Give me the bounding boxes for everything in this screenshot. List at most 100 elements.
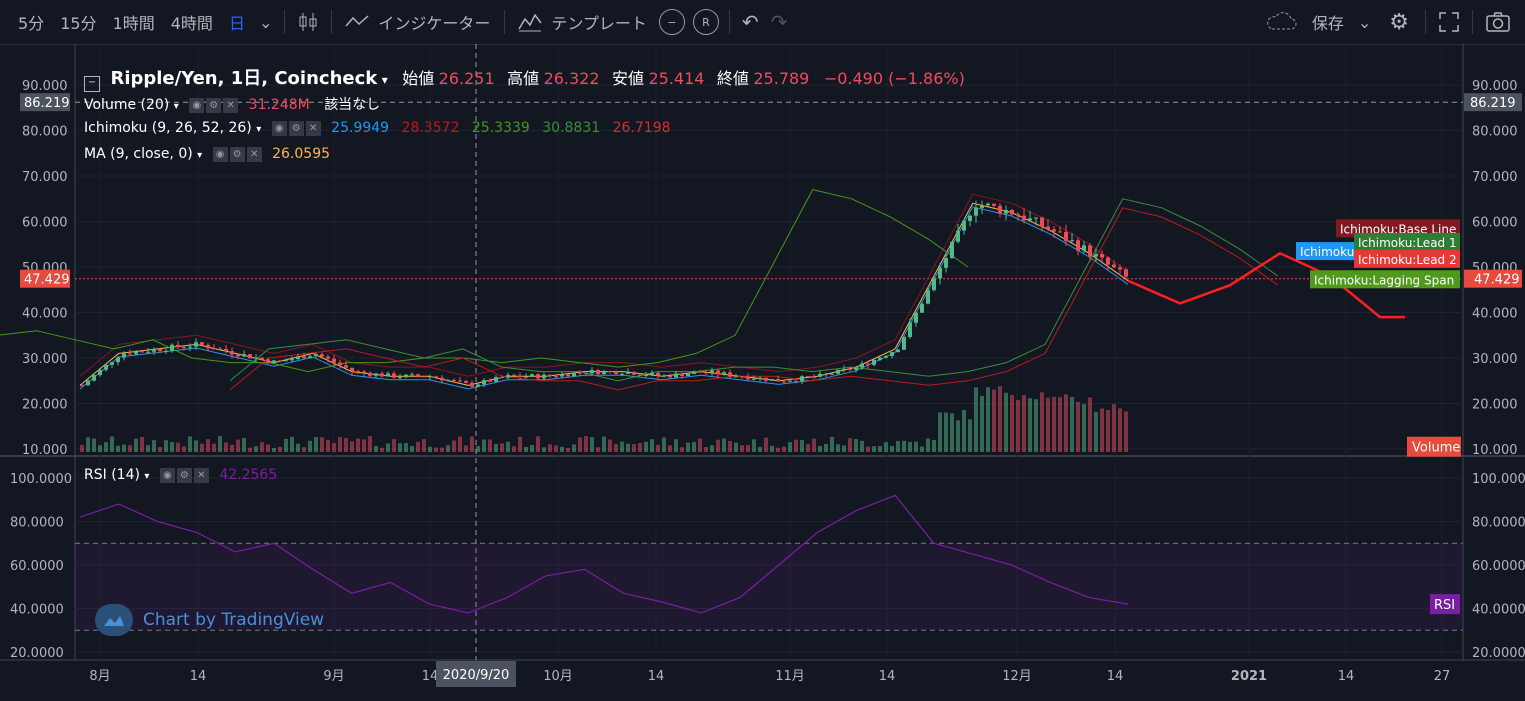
- candle-body: [560, 374, 564, 377]
- volume-bar: [962, 409, 966, 452]
- divider: [331, 10, 333, 34]
- rsi-name[interactable]: RSI (14): [84, 467, 140, 483]
- eye-icon[interactable]: ◉: [159, 467, 175, 483]
- volume-bar: [680, 447, 684, 452]
- cloud-icon[interactable]: [1258, 11, 1304, 33]
- chevron-down-icon[interactable]: ▾: [256, 124, 262, 135]
- eye-icon[interactable]: ◉: [271, 120, 287, 136]
- volume-bar: [248, 447, 252, 452]
- candle-body: [200, 342, 204, 345]
- volume-bar: [968, 419, 972, 452]
- candle-body: [176, 344, 180, 348]
- interval-1h[interactable]: 1時間: [112, 14, 155, 33]
- volume-bar: [806, 444, 810, 452]
- close-icon[interactable]: ✕: [223, 97, 239, 113]
- volume-bar: [716, 439, 720, 452]
- symbol-title[interactable]: Ripple/Yen, 1日, Coincheck: [110, 68, 378, 89]
- collapse-icon[interactable]: −: [84, 76, 100, 92]
- candle-body: [1046, 226, 1050, 230]
- candle-body: [188, 346, 192, 348]
- volume-bar: [182, 446, 186, 452]
- candle-body: [1094, 254, 1098, 257]
- volume-bar: [476, 446, 480, 452]
- candle-body: [260, 357, 264, 360]
- gear-icon[interactable]: ⚙: [206, 97, 222, 113]
- candle-body: [1058, 231, 1062, 233]
- interval-5m[interactable]: 5分: [18, 14, 45, 33]
- chevron-down-icon[interactable]: ▾: [197, 150, 203, 161]
- volume-bar: [458, 436, 462, 452]
- volume-bar: [494, 443, 498, 452]
- fullscreen-icon[interactable]: [1432, 11, 1466, 33]
- indicators-button[interactable]: インジケーター: [378, 14, 491, 33]
- divider: [728, 10, 730, 34]
- close-icon[interactable]: ✕: [305, 120, 321, 136]
- gear-icon[interactable]: ⚙: [229, 146, 245, 162]
- volume-bar: [770, 445, 774, 452]
- eye-icon[interactable]: ◉: [189, 97, 205, 113]
- chevron-down-icon[interactable]: ▾: [173, 101, 179, 112]
- ichimoku-lagging-value: 25.3339: [471, 120, 530, 136]
- indicators-icon[interactable]: [338, 12, 376, 32]
- minus-circle-icon[interactable]: −: [658, 9, 685, 35]
- volume-bar: [524, 446, 528, 452]
- candle-body: [812, 376, 816, 378]
- gear-icon[interactable]: ⚙: [176, 467, 192, 483]
- tradingview-watermark[interactable]: Chart by TradingView: [95, 604, 324, 636]
- candle-body: [656, 372, 660, 376]
- volume-bar: [80, 445, 84, 452]
- redo-icon[interactable]: ↷: [770, 10, 788, 34]
- rsi-tag-label: RSI: [1434, 598, 1455, 613]
- candle-body: [770, 379, 774, 381]
- volume-bar: [578, 437, 582, 452]
- rsi-tick-label-right: 40.0000: [1472, 603, 1525, 618]
- close-icon[interactable]: ✕: [193, 467, 209, 483]
- save-button[interactable]: 保存: [1311, 14, 1344, 33]
- close-icon[interactable]: ✕: [246, 146, 262, 162]
- ma-name[interactable]: MA (9, close, 0): [84, 146, 193, 162]
- template-button[interactable]: テンプレート: [551, 14, 647, 33]
- template-icon[interactable]: [511, 11, 549, 33]
- volume-bar: [986, 387, 990, 452]
- chevron-down-icon[interactable]: ⌄: [258, 12, 273, 32]
- chevron-down-icon[interactable]: ⌄: [1357, 12, 1372, 32]
- candle-body: [866, 363, 870, 365]
- volume-bar: [146, 445, 150, 452]
- price-tick-label-right: 70.000: [1472, 170, 1518, 185]
- undo-icon[interactable]: ↶: [741, 10, 759, 34]
- gear-icon[interactable]: ⚙: [1389, 9, 1409, 35]
- ichimoku-name[interactable]: Ichimoku (9, 26, 52, 26): [84, 120, 252, 136]
- eye-icon[interactable]: ◉: [212, 146, 228, 162]
- interval-15m[interactable]: 15分: [60, 14, 97, 33]
- camera-icon[interactable]: [1479, 11, 1517, 33]
- volume-bar: [386, 443, 390, 452]
- volume-bar: [518, 436, 522, 452]
- volume-bar: [620, 441, 624, 452]
- candle-body: [422, 376, 426, 378]
- chevron-down-icon[interactable]: ▾: [144, 471, 150, 482]
- volume-bar: [974, 387, 978, 452]
- candle-body: [878, 357, 882, 360]
- candle-body: [1052, 229, 1056, 232]
- time-tick-label: 8月: [89, 669, 110, 684]
- volume-name[interactable]: Volume (20): [84, 97, 170, 113]
- candle-body: [638, 374, 642, 376]
- candle-body: [872, 359, 876, 365]
- interval-1d[interactable]: 日: [228, 14, 245, 33]
- candle-body: [158, 348, 162, 351]
- candle-body: [278, 360, 282, 362]
- price-chart[interactable]: 90.000 90.000 80.000 80.000 70.000 70.000 60.0…: [0, 44, 1525, 701]
- chevron-down-icon[interactable]: ▾: [381, 73, 388, 87]
- interval-4h[interactable]: 4時間: [170, 14, 213, 33]
- volume-bar: [434, 447, 438, 452]
- volume-bar: [206, 439, 210, 452]
- time-tick-label: 14: [879, 669, 896, 684]
- candlestick-type-icon[interactable]: [291, 11, 325, 33]
- candle-body: [602, 371, 606, 375]
- gear-icon[interactable]: ⚙: [288, 120, 304, 136]
- replay-icon[interactable]: R: [692, 9, 719, 35]
- candle-body: [836, 369, 840, 374]
- volume-bar: [272, 447, 276, 452]
- volume-bar: [374, 445, 378, 452]
- candle-body: [314, 354, 318, 357]
